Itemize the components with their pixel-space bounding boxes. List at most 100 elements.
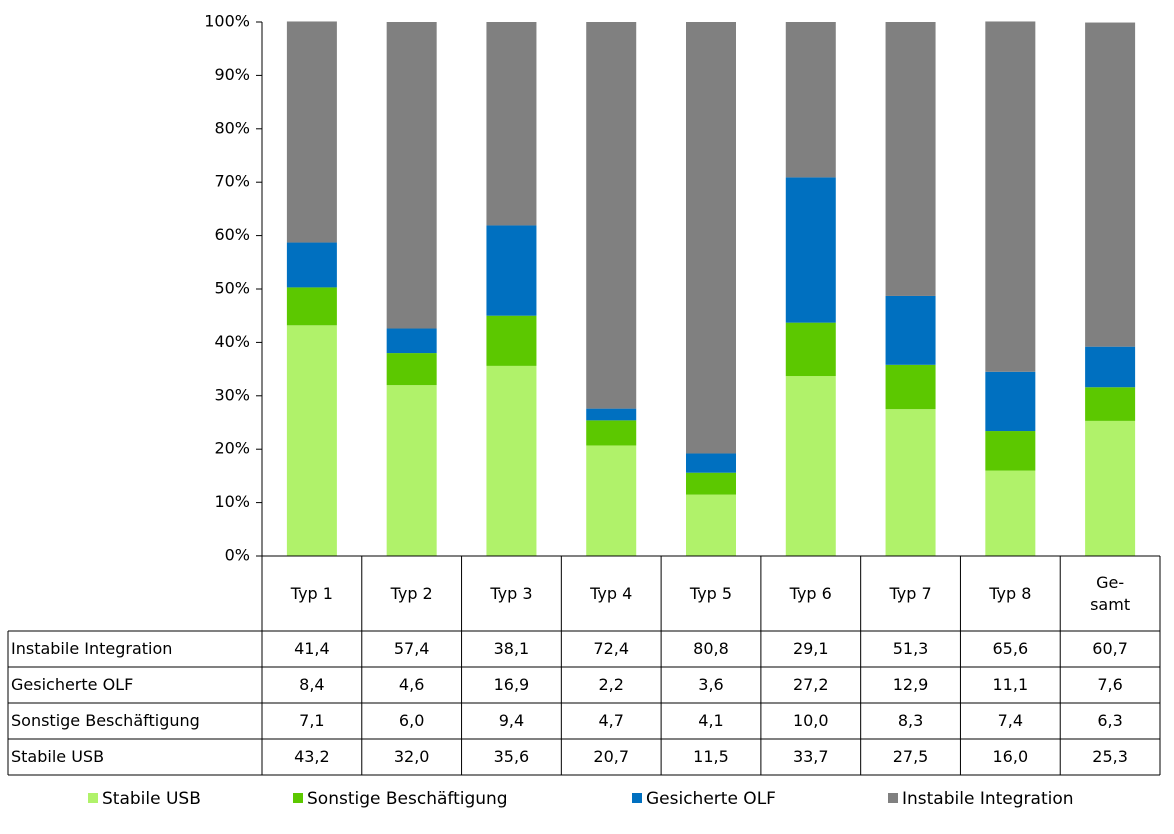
table-value: 32,0 bbox=[393, 747, 430, 766]
table-value: 8,4 bbox=[299, 675, 325, 694]
bar-segment bbox=[286, 325, 337, 556]
y-tick-label: 80% bbox=[214, 118, 250, 137]
table-value: 6,0 bbox=[398, 711, 425, 730]
table-value: 11,5 bbox=[693, 747, 729, 766]
legend-label: Gesicherte OLF bbox=[646, 789, 776, 809]
bar-segment bbox=[286, 242, 337, 288]
table-value: 60,7 bbox=[1092, 639, 1128, 658]
bar-segment bbox=[1085, 420, 1136, 556]
bar-segment bbox=[486, 365, 537, 556]
x-tick-label: Typ 6 bbox=[789, 583, 832, 603]
table-value: 27,5 bbox=[892, 747, 929, 766]
x-tick-label: Typ 8 bbox=[989, 583, 1032, 603]
y-tick-label: 70% bbox=[214, 172, 250, 191]
bar-segment bbox=[486, 225, 537, 316]
table-value: 7,6 bbox=[1097, 675, 1123, 694]
y-tick-label: 20% bbox=[214, 439, 250, 458]
bar-segment bbox=[486, 315, 537, 366]
y-tick-label: 10% bbox=[214, 492, 250, 511]
bar-segment bbox=[286, 21, 337, 243]
bar-segment bbox=[985, 470, 1036, 556]
bar-segment bbox=[386, 328, 437, 354]
bar-segment bbox=[686, 472, 736, 495]
bar-segment bbox=[686, 22, 736, 454]
table-value: 27,2 bbox=[792, 675, 829, 694]
table-value: 8,3 bbox=[897, 711, 924, 730]
bar-segment bbox=[586, 445, 637, 556]
y-tick-label: 100% bbox=[204, 12, 250, 31]
table-value: 29,1 bbox=[792, 639, 829, 658]
table-value: 20,7 bbox=[593, 747, 630, 766]
bar-segment bbox=[486, 22, 537, 226]
table-value: 7,4 bbox=[997, 711, 1024, 730]
table-value: 11,1 bbox=[992, 675, 1029, 694]
table-value: 3,6 bbox=[698, 675, 724, 694]
bar-segment bbox=[885, 22, 936, 296]
table-value: 51,3 bbox=[892, 639, 929, 658]
table-value: 7,1 bbox=[299, 711, 325, 730]
bar-segment bbox=[885, 364, 936, 410]
bar-segment bbox=[985, 431, 1036, 471]
table-value: 43,2 bbox=[294, 747, 330, 766]
legend-label: Sonstige Beschäftigung bbox=[307, 789, 508, 809]
bar-segment bbox=[785, 177, 836, 323]
x-tick-label: Typ 2 bbox=[390, 583, 433, 603]
bar-segment bbox=[985, 21, 1036, 372]
bar-segment bbox=[586, 408, 637, 421]
legend-label: Stabile USB bbox=[102, 789, 201, 809]
table-value: 4,1 bbox=[698, 711, 724, 730]
y-tick-label: 0% bbox=[225, 546, 250, 565]
table-value: 16,9 bbox=[493, 675, 530, 694]
legend-swatch bbox=[88, 793, 98, 803]
table-value: 38,1 bbox=[493, 639, 530, 658]
table-value: 35,6 bbox=[493, 747, 530, 766]
bar-segment bbox=[386, 353, 437, 386]
bar-segment bbox=[686, 494, 736, 556]
bar-segment bbox=[386, 385, 437, 556]
table-row-label: Gesicherte OLF bbox=[11, 675, 134, 694]
bar-segment bbox=[885, 295, 936, 365]
table-row-label: Stabile USB bbox=[11, 747, 105, 766]
table-value: 25,3 bbox=[1092, 747, 1128, 766]
table-value: 10,0 bbox=[792, 711, 829, 730]
table-value: 41,4 bbox=[294, 639, 330, 658]
bar-segment bbox=[586, 22, 637, 409]
legend-swatch bbox=[632, 793, 642, 803]
table-row-label: Sonstige Beschäftigung bbox=[11, 711, 200, 730]
bar-segment bbox=[1085, 387, 1136, 421]
table-value: 16,0 bbox=[992, 747, 1029, 766]
bar-segment bbox=[1085, 22, 1136, 347]
bar-segment bbox=[1085, 346, 1136, 388]
y-tick-label: 50% bbox=[214, 279, 250, 298]
bar-segment bbox=[286, 287, 337, 326]
y-tick-label: 40% bbox=[214, 332, 250, 351]
table-value: 6,3 bbox=[1097, 711, 1123, 730]
bar-segment bbox=[785, 22, 836, 178]
y-tick-label: 30% bbox=[214, 385, 250, 404]
table-value: 4,7 bbox=[598, 711, 624, 730]
table-row-label: Instabile Integration bbox=[11, 639, 173, 658]
table-value: 2,2 bbox=[598, 675, 624, 694]
x-tick-label: Typ 1 bbox=[290, 583, 333, 603]
legend-swatch bbox=[293, 793, 303, 803]
table-value: 80,8 bbox=[693, 639, 729, 658]
bar-segment bbox=[785, 376, 836, 556]
table-value: 65,6 bbox=[992, 639, 1029, 658]
bar-segment bbox=[586, 420, 637, 446]
x-tick-label: Typ 3 bbox=[490, 583, 533, 603]
x-tick-label: Ge- samt bbox=[1090, 572, 1131, 614]
table-value: 72,4 bbox=[593, 639, 630, 658]
table-value: 9,4 bbox=[498, 711, 525, 730]
table-value: 33,7 bbox=[792, 747, 829, 766]
table-value: 12,9 bbox=[892, 675, 929, 694]
x-tick-label: Typ 4 bbox=[590, 583, 633, 603]
legend-swatch bbox=[888, 793, 898, 803]
bar-segment bbox=[386, 22, 437, 329]
bar-segment bbox=[885, 409, 936, 556]
table-value: 4,6 bbox=[398, 675, 425, 694]
x-tick-label: Typ 7 bbox=[889, 583, 932, 603]
table-value: 57,4 bbox=[393, 639, 430, 658]
x-tick-label: Typ 5 bbox=[689, 583, 733, 603]
